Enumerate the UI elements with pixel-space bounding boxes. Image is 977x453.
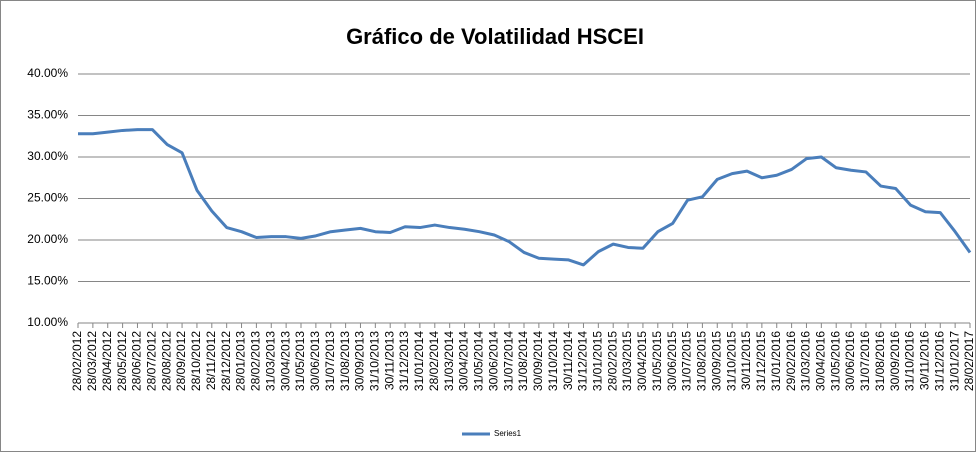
x-tick-label: 30/06/2015 — [665, 331, 679, 391]
x-tick-label: 28/09/2012 — [174, 331, 188, 391]
x-tick-label: 28/05/2012 — [115, 331, 129, 391]
x-tick-label: 31/10/2013 — [368, 331, 382, 391]
x-tick-label: 28/02/2013 — [249, 331, 263, 391]
x-tick-label: 31/03/2013 — [263, 331, 277, 391]
x-tick-label: 30/06/2014 — [486, 331, 500, 391]
x-tick-label: 28/04/2012 — [100, 331, 114, 391]
y-tick-label: 10.00% — [27, 315, 68, 329]
x-tick-label: 30/11/2013 — [382, 331, 396, 390]
x-tick-label: 30/04/2015 — [635, 331, 649, 391]
x-tick-label: 31/01/2015 — [591, 331, 605, 391]
x-tick-label: 31/01/2014 — [412, 331, 426, 391]
y-tick-label: 40.00% — [27, 66, 68, 80]
y-tick-label: 35.00% — [27, 108, 68, 122]
x-tick-label: 31/07/2014 — [501, 331, 515, 391]
x-tick-label: 28/06/2012 — [130, 331, 144, 391]
x-tick-label: 28/01/2013 — [234, 331, 248, 391]
x-tick-label: 28/02/2012 — [70, 331, 84, 391]
y-tick-label: 15.00% — [27, 274, 68, 288]
x-tick-label: 28/08/2012 — [159, 331, 173, 391]
x-tick-label: 31/01/2016 — [769, 331, 783, 391]
x-tick-label: 28/12/2012 — [219, 331, 233, 391]
x-tick-label: 28/11/2012 — [204, 331, 218, 390]
x-tick-label: 30/11/2014 — [561, 331, 575, 390]
x-tick-label: 31/05/2016 — [828, 331, 842, 391]
y-tick-label: 25.00% — [27, 191, 68, 205]
x-tick-label: 31/05/2015 — [650, 331, 664, 391]
x-tick-label: 31/12/2016 — [932, 331, 946, 391]
x-tick-label: 31/05/2013 — [293, 331, 307, 391]
x-tick-label: 28/10/2012 — [189, 331, 203, 391]
x-tick-label: 30/04/2013 — [278, 331, 292, 391]
x-tick-label: 31/01/2017 — [947, 331, 961, 391]
x-tick-label: 30/11/2015 — [739, 331, 753, 390]
x-tick-label: 31/10/2016 — [903, 331, 917, 391]
x-tick-label: 31/08/2016 — [873, 331, 887, 391]
x-tick-label: 28/02/2014 — [427, 331, 441, 391]
x-tick-label: 30/04/2014 — [457, 331, 471, 391]
x-tick-label: 30/11/2016 — [918, 331, 932, 390]
x-tick-label: 29/02/2016 — [784, 331, 798, 391]
x-tick-label: 31/03/2015 — [620, 331, 634, 391]
x-tick-label: 31/07/2013 — [323, 331, 337, 391]
x-tick-label: 28/02/2017 — [962, 331, 976, 391]
x-tick-label: 31/03/2016 — [799, 331, 813, 391]
x-tick-label: 28/07/2012 — [145, 331, 159, 391]
chart-title: Gráfico de Volatilidad HSCEI — [346, 24, 644, 49]
series-line — [78, 128, 972, 267]
x-tick-label: 31/08/2013 — [338, 331, 352, 391]
x-tick-label: 31/08/2014 — [516, 331, 530, 391]
x-tick-label: 30/09/2016 — [888, 331, 902, 391]
x-tick-label: 30/06/2013 — [308, 331, 322, 391]
x-tick-label: 30/04/2016 — [814, 331, 828, 391]
y-tick-label: 30.00% — [27, 149, 68, 163]
y-tick-label: 20.00% — [27, 232, 68, 246]
x-tick-label: 28/02/2015 — [605, 331, 619, 391]
x-tick-label: 31/08/2015 — [695, 331, 709, 391]
x-tick-label: 31/07/2015 — [680, 331, 694, 391]
x-tick-label: 30/09/2013 — [353, 331, 367, 391]
x-tick-label: 31/07/2016 — [858, 331, 872, 391]
x-tick-label: 30/09/2015 — [709, 331, 723, 391]
x-tick-label: 31/12/2015 — [754, 331, 768, 391]
x-tick-label: 28/03/2012 — [85, 331, 99, 391]
x-tick-label: 31/10/2014 — [546, 331, 560, 391]
x-tick-label: 31/10/2015 — [724, 331, 738, 391]
x-tick-label: 30/09/2014 — [531, 331, 545, 391]
x-tick-label: 31/03/2014 — [442, 331, 456, 391]
legend-label: Series1 — [494, 429, 522, 438]
x-tick-label: 31/12/2013 — [397, 331, 411, 391]
x-tick-label: 31/12/2014 — [576, 331, 590, 391]
x-tick-label: 30/06/2016 — [843, 331, 857, 391]
x-tick-label: 31/05/2014 — [472, 331, 486, 391]
